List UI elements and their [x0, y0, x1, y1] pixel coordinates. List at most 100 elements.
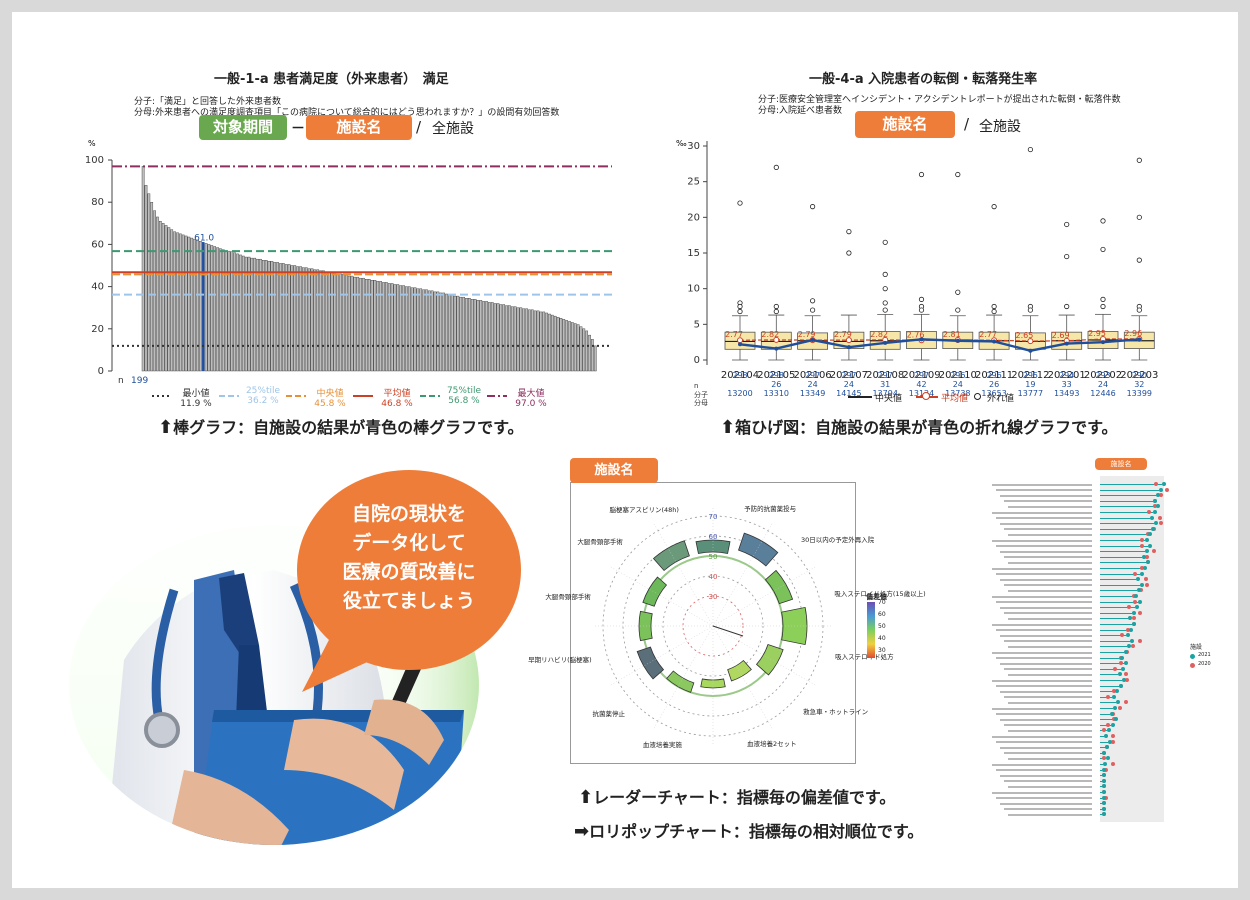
highlight-value-label: 61.0 [194, 233, 214, 243]
bar [439, 292, 443, 372]
lollipop-row-label-bar [992, 707, 1092, 710]
lollipop-row [982, 706, 1182, 711]
facility-button-bar[interactable]: 施設名 [306, 115, 412, 140]
box-x-tick-label: 202105 [757, 370, 795, 381]
box-y-axis: 0 5 10 15 20 25 30 [687, 141, 708, 366]
bar [376, 281, 380, 372]
lollipop-dot-current [1118, 683, 1123, 688]
lollipop-row [982, 661, 1182, 666]
lollipop-row [982, 790, 1182, 795]
lollipop-dot-previous [1104, 767, 1109, 772]
lollipop-row-label-bar [996, 769, 1092, 772]
lollipop-stem [1100, 724, 1111, 726]
facility-button-radar[interactable]: 施設名 [570, 458, 658, 483]
lollipop-row-label-bar [1004, 724, 1092, 727]
outlier [1027, 307, 1033, 313]
bar [416, 288, 420, 372]
lollipop-dot-current [1137, 588, 1142, 593]
lollipop-dot-current [1134, 605, 1139, 610]
lollipop-dot-current [1113, 706, 1117, 710]
lollipop-dot-current [1124, 661, 1129, 666]
lollipop-row-label-bar [996, 601, 1092, 604]
lollipop-stem [1100, 741, 1109, 743]
facility-button-lollipop[interactable]: 施設名 [1095, 458, 1147, 470]
box-row-label: 分子 [694, 391, 708, 399]
all-facilities-label: 全施設 [432, 121, 474, 137]
bar [350, 275, 354, 372]
legend-name: 平均値 [383, 389, 411, 399]
box-x-tick-label: 202104 [721, 370, 759, 381]
lollipop-stem [1100, 579, 1137, 581]
bar [247, 256, 251, 372]
lollipop-stem [1100, 551, 1146, 553]
lollipop-dot-current [1132, 622, 1137, 626]
period-button[interactable]: 対象期間 [199, 115, 287, 140]
lollipop-dot-current [1134, 594, 1138, 598]
bar [356, 276, 360, 372]
lollipop-row-label-bar [992, 651, 1092, 654]
lollipop-dot-current [1108, 739, 1113, 744]
lollipop-row [982, 538, 1182, 543]
lollipop-row [982, 778, 1182, 784]
lollipop-dot-current [1129, 638, 1134, 643]
lollipop-row [982, 694, 1182, 700]
lollipop-dot-previous [1158, 521, 1163, 526]
outlier [846, 229, 852, 235]
bar [402, 285, 405, 372]
mean-value-label: 2.76 [907, 330, 925, 339]
facility-line [739, 338, 1140, 352]
radar-ring-label: 60 [709, 533, 718, 541]
box-y-tick-label: 15 [687, 248, 700, 259]
bar [390, 283, 394, 372]
bar-y-unit: % [88, 139, 96, 148]
bar [196, 239, 199, 372]
lollipop-stem [1100, 786, 1102, 788]
bar [282, 263, 285, 372]
bar [284, 264, 288, 372]
lollipop-stem [1100, 752, 1102, 754]
radar-ring [602, 515, 824, 737]
bar [479, 300, 483, 372]
legend-value: 45.8 % [314, 399, 346, 409]
bar [193, 238, 196, 372]
lollipop-row-label-bar [1000, 550, 1092, 553]
lollipop-row-label-bar [1008, 757, 1092, 760]
bar [302, 267, 305, 372]
box-numerator-value: 31 [880, 380, 891, 389]
mean-value-label: 2.96 [1124, 329, 1142, 338]
speech-bubble [297, 470, 521, 692]
lollipop-stem [1100, 517, 1151, 519]
lollipop-dot-previous [1126, 605, 1131, 610]
radar-color-scale [867, 602, 875, 658]
bar [576, 324, 580, 372]
bar [221, 249, 225, 372]
facility-button-box[interactable]: 施設名 [855, 111, 955, 138]
box-chart-title: 一般-4-a 入院患者の転倒・転落発生率 [809, 72, 1038, 87]
lollipop-stem [1100, 640, 1130, 642]
box-x-tick-label: 202107 [830, 370, 868, 381]
facility-marker [738, 342, 742, 347]
lollipop-row [982, 532, 1182, 537]
lollipop-dot-current [1123, 650, 1128, 654]
box-caption: ⬆箱ひげ図：自施設の結果が青色の折れ線グラフです。 [720, 414, 1118, 438]
bar [530, 309, 534, 372]
bar [493, 303, 497, 372]
box-y-unit: ‰ [676, 139, 687, 148]
lollipop-stem [1100, 562, 1146, 564]
highlight-bar [201, 242, 205, 372]
lollipop-row-label-bar [1008, 673, 1092, 676]
lollipop-row-label-bar [992, 511, 1092, 514]
radar-sector [695, 539, 731, 554]
lollipop-row-label-bar [996, 741, 1092, 744]
lollipop-dot-current [1139, 571, 1144, 576]
box-numerator-value: 32 [1134, 380, 1145, 389]
radar-sector [727, 659, 752, 682]
bar [542, 311, 546, 372]
lollipop-dot-current [1102, 795, 1106, 800]
box-x-tick-label: 202106 [794, 370, 832, 381]
bar [482, 301, 485, 372]
lollipop-dot-previous [1144, 577, 1149, 582]
bar-reference-lines [112, 165, 612, 347]
lollipop-row [982, 762, 1182, 767]
